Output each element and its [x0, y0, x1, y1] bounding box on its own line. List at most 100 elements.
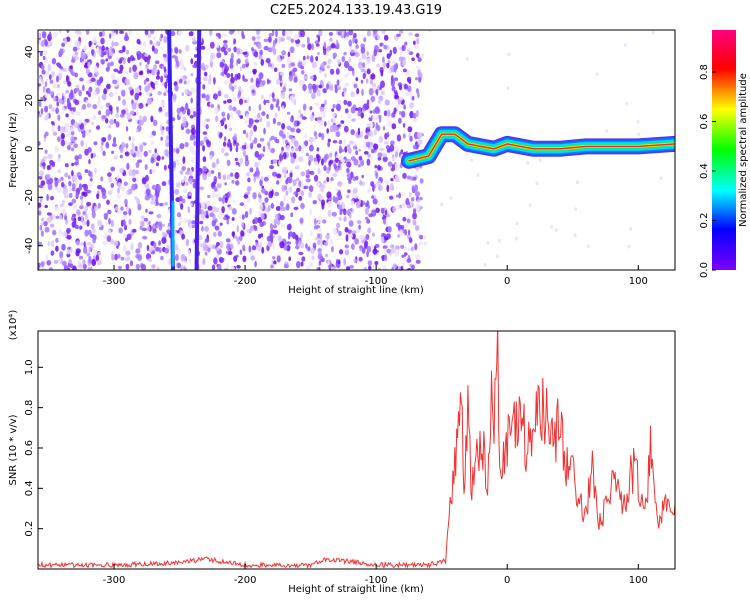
- noise-cell: [64, 127, 69, 134]
- noise-cell: [411, 57, 415, 61]
- noise-cell: [43, 221, 48, 227]
- noise-cell: [528, 203, 532, 208]
- noise-cell: [251, 245, 257, 251]
- noise-cell: [586, 244, 590, 249]
- noise-cell: [95, 78, 98, 87]
- noise-cell: [326, 170, 330, 174]
- noise-cell: [124, 78, 130, 85]
- noise-cell: [328, 31, 334, 36]
- noise-cell: [145, 63, 149, 70]
- noise-cell: [278, 74, 283, 82]
- noise-cell: [165, 142, 170, 147]
- noise-cell: [350, 200, 355, 206]
- noise-cell: [316, 89, 321, 97]
- noise-cell: [153, 64, 158, 70]
- noise-cell: [98, 49, 102, 56]
- noise-cell: [376, 180, 382, 186]
- noise-cell: [68, 180, 72, 187]
- noise-cell: [149, 30, 155, 35]
- noise-cell: [394, 151, 399, 158]
- noise-cell: [330, 266, 335, 270]
- noise-cell: [122, 219, 126, 227]
- noise-cell: [125, 263, 130, 270]
- y-tick-label: 0.2: [24, 521, 35, 537]
- noise-cell: [306, 36, 310, 45]
- noise-cell: [300, 30, 306, 38]
- noise-cell: [205, 124, 209, 130]
- noise-cell: [158, 221, 163, 227]
- noise-cell: [314, 135, 318, 140]
- noise-cell: [659, 176, 663, 181]
- noise-cell: [404, 246, 408, 250]
- noise-cell: [201, 93, 206, 99]
- noise-cell: [101, 45, 105, 52]
- noise-cell: [267, 241, 273, 247]
- noise-cell: [414, 45, 420, 49]
- noise-cell: [85, 68, 90, 75]
- noise-cell: [339, 249, 344, 255]
- noise-cell: [414, 184, 419, 192]
- noise-cell: [314, 218, 317, 226]
- noise-cell: [350, 129, 356, 136]
- noise-cell: [398, 117, 402, 124]
- noise-cell: [344, 74, 348, 78]
- noise-cell: [217, 175, 222, 179]
- noise-cell: [322, 88, 327, 94]
- noise-cell: [288, 88, 293, 92]
- noise-cell: [280, 149, 284, 156]
- noise-cell: [189, 145, 194, 153]
- noise-cell: [286, 125, 292, 130]
- noise-cell: [60, 133, 65, 139]
- noise-cell: [365, 234, 370, 240]
- noise-cell: [129, 260, 133, 267]
- noise-cell: [211, 181, 216, 188]
- noise-cell: [411, 264, 415, 270]
- noise-cell: [97, 219, 102, 227]
- noise-cell: [143, 217, 149, 222]
- noise-cell: [57, 178, 62, 183]
- noise-cell: [249, 225, 255, 232]
- noise-cell: [164, 149, 169, 157]
- noise-cell: [181, 179, 185, 183]
- noise-cell: [379, 147, 385, 152]
- noise-cell: [39, 76, 42, 83]
- noise-cell: [402, 59, 406, 67]
- noise-cell: [287, 51, 291, 58]
- noise-cell: [124, 151, 130, 157]
- noise-cell: [164, 202, 168, 206]
- noise-cell: [382, 218, 387, 225]
- noise-cell: [406, 205, 412, 209]
- noise-cell: [99, 31, 103, 37]
- x-tick-label: -300: [103, 276, 126, 287]
- noise-cell: [253, 61, 258, 67]
- noise-cell: [67, 81, 72, 87]
- noise-cell: [286, 131, 289, 138]
- artifact-streak: [194, 30, 202, 270]
- noise-cell: [185, 128, 191, 135]
- noise-cell: [92, 228, 96, 234]
- noise-cell: [106, 229, 111, 233]
- noise-cell: [126, 162, 130, 170]
- noise-cell: [318, 132, 322, 138]
- noise-cell: [353, 158, 359, 166]
- noise-cell: [230, 52, 234, 60]
- noise-cell: [406, 258, 412, 263]
- noise-cell: [353, 187, 358, 194]
- noise-cell: [215, 207, 220, 213]
- noise-cell: [55, 107, 59, 114]
- noise-cell: [122, 245, 127, 252]
- noise-cell: [250, 142, 254, 150]
- noise-cell: [39, 266, 45, 270]
- noise-cell: [187, 167, 191, 173]
- noise-cell: [101, 93, 107, 101]
- noise-cell: [286, 57, 292, 65]
- noise-cell: [148, 149, 152, 154]
- noise-cell: [78, 119, 82, 125]
- noise-cell: [252, 68, 257, 74]
- noise-cell: [155, 80, 159, 86]
- noise-cell: [223, 40, 228, 44]
- noise-cell: [344, 244, 350, 249]
- noise-cell: [171, 55, 177, 59]
- spectrogram-signal-ridge: [400, 126, 675, 169]
- noise-cell: [355, 228, 360, 234]
